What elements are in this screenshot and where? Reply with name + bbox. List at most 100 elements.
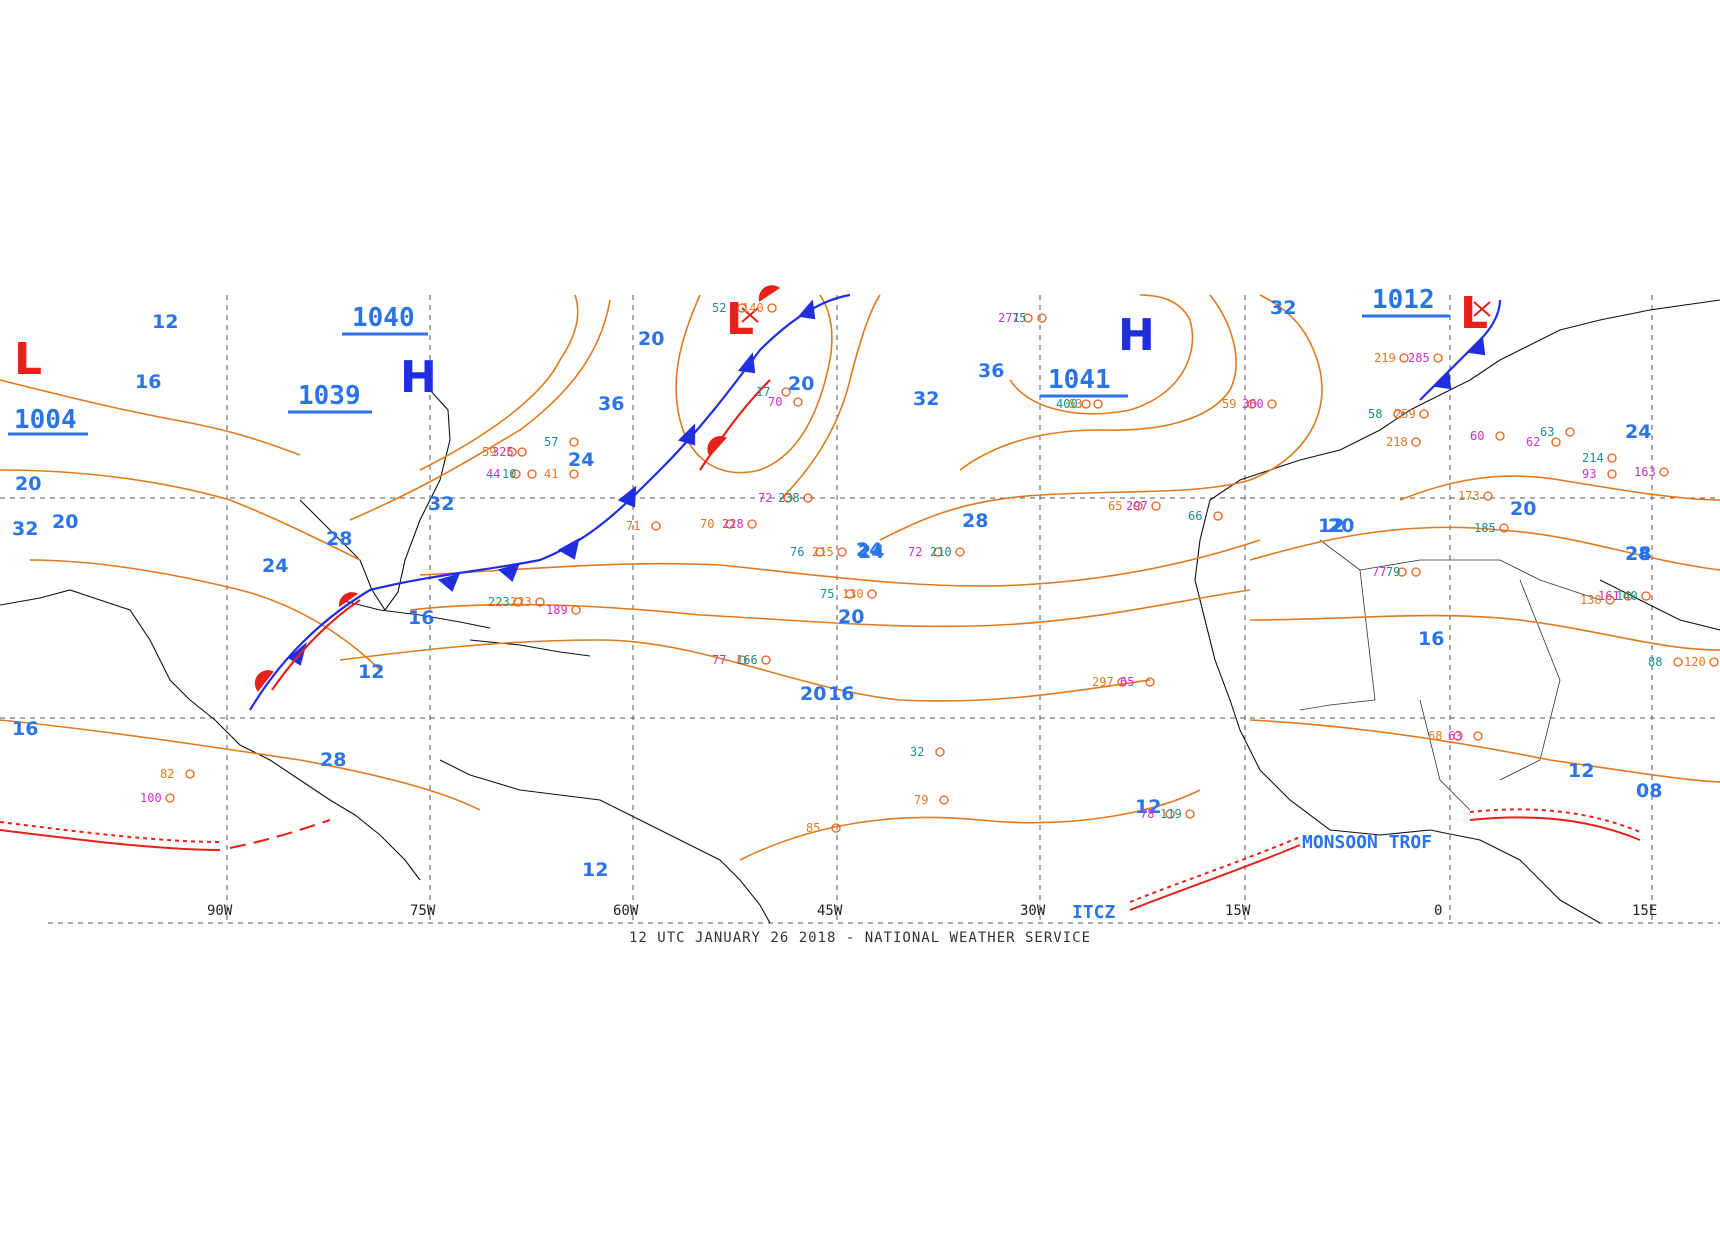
station-circle	[1185, 809, 1195, 819]
station-value: 219	[1374, 351, 1396, 365]
itcz-lines	[0, 808, 1641, 911]
station-value: 65	[1120, 675, 1134, 689]
station-circle	[1551, 437, 1561, 447]
isobar-label: 24	[1625, 543, 1651, 565]
station-circle	[527, 469, 537, 479]
station-value: 238	[778, 491, 800, 505]
political-boundaries	[1299, 539, 1601, 811]
svg-text:H: H	[400, 352, 437, 403]
station-circle	[737, 655, 747, 665]
lon-label: 30W	[1020, 903, 1046, 919]
station-circle	[507, 447, 517, 457]
isobar-label: 20	[52, 511, 78, 533]
pressure-centers: L 1004 1040 H 1039 L H 1041 1012 L	[8, 285, 1491, 436]
station-circle	[831, 823, 841, 833]
station-circle	[511, 469, 521, 479]
station-circle	[569, 437, 579, 447]
low-center: L	[726, 294, 759, 345]
station-value: 60	[1470, 429, 1484, 443]
station-value: 93	[1582, 467, 1596, 481]
station-value: 58	[1368, 407, 1382, 421]
pressure-value: 1041	[1048, 365, 1111, 395]
high-center: 1040 H	[342, 303, 437, 403]
station-circle	[185, 769, 195, 779]
station-value: 400	[1056, 397, 1078, 411]
station-circle	[1433, 353, 1443, 363]
station-circle	[1165, 809, 1175, 819]
station-circle	[747, 519, 757, 529]
station-circle	[1499, 523, 1509, 533]
station-circle	[781, 387, 791, 397]
station-value: 44	[486, 467, 500, 481]
station-circle	[1673, 657, 1683, 667]
station-value: 223	[488, 595, 510, 609]
station-value: 79	[1386, 565, 1400, 579]
pressure-value: 1039	[298, 381, 361, 411]
station-circle	[767, 303, 777, 313]
station-circle	[1023, 313, 1033, 323]
station-value: 360	[1242, 397, 1264, 411]
station-value: 215	[812, 545, 834, 559]
svg-text:L: L	[1460, 288, 1488, 339]
station-circle	[1081, 399, 1091, 409]
station-value: 59	[482, 445, 496, 459]
isobar-label: 08	[1636, 780, 1662, 802]
isobar-label: 20	[788, 373, 814, 395]
station-value: 76	[790, 545, 804, 559]
station-circle	[783, 493, 793, 503]
station-circle	[815, 547, 825, 557]
station-value: 173	[1458, 489, 1480, 503]
isobar-label: 20	[15, 473, 41, 495]
station-value: 100	[140, 791, 162, 805]
station-value: 210	[930, 545, 952, 559]
station-circle	[1151, 501, 1161, 511]
station-circle	[1411, 437, 1421, 447]
station-circle	[1037, 313, 1047, 323]
station-value: 85	[806, 821, 820, 835]
station-circle	[1473, 731, 1483, 741]
station-value: 140	[742, 301, 764, 315]
isobar-label: 32	[913, 388, 939, 410]
lon-label: 45W	[817, 903, 843, 919]
isobar-label: 28	[320, 749, 346, 771]
station-circle	[737, 303, 747, 313]
station-value: 62	[1526, 435, 1540, 449]
isobar-label: 28	[326, 528, 352, 550]
station-value: 41	[544, 467, 558, 481]
lon-label: 0	[1434, 903, 1442, 919]
station-circle	[1623, 591, 1633, 601]
pressure-value: 1004	[14, 405, 77, 435]
station-value: 70	[700, 517, 714, 531]
station-circle	[1411, 567, 1421, 577]
lat-lon-grid	[0, 295, 1720, 924]
station-circle	[1133, 501, 1143, 511]
station-value: 10	[502, 467, 516, 481]
station-value: 138	[1580, 593, 1602, 607]
station-circle	[517, 447, 527, 457]
isobar-label: 28	[1625, 543, 1651, 565]
station-value: 63	[1540, 425, 1554, 439]
isobar-label: 24	[262, 555, 288, 577]
station-circle	[725, 519, 735, 529]
isobar-label: 32	[428, 493, 454, 515]
station-value: 218	[1386, 435, 1408, 449]
station-circle	[1393, 409, 1403, 419]
station-value: 228	[722, 517, 744, 531]
isobar-label: 12	[582, 859, 608, 881]
station-circle	[1607, 469, 1617, 479]
isobar-label: 12	[1318, 515, 1344, 537]
station-circle	[1117, 677, 1127, 687]
svg-text:L: L	[726, 294, 754, 345]
lon-label: 75W	[410, 903, 436, 919]
svg-text:L: L	[14, 334, 42, 385]
station-value: 88	[1648, 655, 1662, 669]
low-center: L 1004	[8, 334, 88, 436]
isobar-label: 24	[568, 449, 594, 471]
station-circle	[165, 793, 175, 803]
monsoon-trough-label: MONSOON TROF	[1302, 832, 1432, 853]
station-value: 32	[910, 745, 924, 759]
isobar-label: 20	[638, 328, 664, 350]
station-circle	[845, 589, 855, 599]
isobars	[0, 294, 1720, 861]
